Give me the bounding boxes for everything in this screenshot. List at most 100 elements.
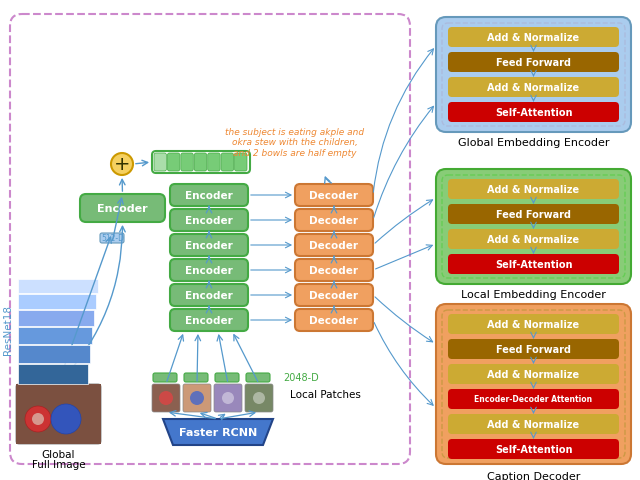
- Text: Add & Normalize: Add & Normalize: [488, 369, 580, 379]
- FancyBboxPatch shape: [448, 229, 619, 250]
- FancyBboxPatch shape: [295, 285, 373, 306]
- FancyBboxPatch shape: [245, 384, 273, 412]
- Text: ResNet18: ResNet18: [3, 304, 13, 354]
- FancyBboxPatch shape: [170, 210, 248, 231]
- FancyBboxPatch shape: [448, 389, 619, 409]
- Text: 512-D: 512-D: [101, 234, 124, 243]
- FancyBboxPatch shape: [170, 235, 248, 256]
- Text: Add & Normalize: Add & Normalize: [488, 185, 580, 194]
- Bar: [18, 294, 96, 309]
- FancyBboxPatch shape: [235, 154, 247, 172]
- Bar: [18, 345, 90, 363]
- FancyBboxPatch shape: [221, 154, 234, 172]
- Circle shape: [159, 391, 173, 405]
- Text: Decoder: Decoder: [310, 216, 358, 226]
- FancyBboxPatch shape: [448, 180, 619, 200]
- FancyBboxPatch shape: [153, 373, 177, 382]
- Text: the subject is eating akple and
okra stew with the children,
and 2 bowls are hal: the subject is eating akple and okra ste…: [225, 128, 365, 157]
- Text: Add & Normalize: Add & Normalize: [488, 33, 580, 43]
- FancyBboxPatch shape: [448, 339, 619, 359]
- Text: Add & Normalize: Add & Normalize: [488, 235, 580, 244]
- Circle shape: [253, 392, 265, 404]
- FancyBboxPatch shape: [183, 384, 211, 412]
- FancyBboxPatch shape: [152, 384, 180, 412]
- Text: Global Embedding Encoder: Global Embedding Encoder: [458, 138, 609, 148]
- Circle shape: [111, 154, 133, 176]
- FancyBboxPatch shape: [295, 185, 373, 206]
- Circle shape: [222, 392, 234, 404]
- FancyBboxPatch shape: [436, 169, 631, 285]
- Text: Encoder: Encoder: [97, 204, 148, 214]
- Circle shape: [25, 406, 51, 432]
- Text: Decoder: Decoder: [310, 290, 358, 300]
- FancyBboxPatch shape: [295, 235, 373, 256]
- Text: Self-Attention: Self-Attention: [495, 260, 572, 269]
- FancyBboxPatch shape: [448, 78, 619, 98]
- Text: Add & Normalize: Add & Normalize: [488, 419, 580, 429]
- FancyBboxPatch shape: [436, 18, 631, 133]
- FancyBboxPatch shape: [436, 304, 631, 464]
- Text: Feed Forward: Feed Forward: [496, 344, 571, 354]
- Text: Encoder: Encoder: [185, 216, 233, 226]
- FancyBboxPatch shape: [448, 103, 619, 123]
- FancyBboxPatch shape: [246, 373, 270, 382]
- Bar: [18, 311, 94, 326]
- Bar: [16, 384, 101, 444]
- FancyBboxPatch shape: [448, 364, 619, 384]
- FancyBboxPatch shape: [214, 384, 242, 412]
- FancyBboxPatch shape: [295, 309, 373, 331]
- Text: Self-Attention: Self-Attention: [495, 108, 572, 118]
- Text: Encoder: Encoder: [185, 191, 233, 201]
- Circle shape: [32, 413, 44, 425]
- Text: Decoder: Decoder: [310, 315, 358, 325]
- FancyBboxPatch shape: [295, 210, 373, 231]
- Text: Decoder: Decoder: [310, 240, 358, 251]
- Text: Encoder-Decoder Attention: Encoder-Decoder Attention: [474, 395, 593, 404]
- Text: Add & Normalize: Add & Normalize: [488, 319, 580, 329]
- Polygon shape: [163, 419, 273, 445]
- Text: +: +: [114, 155, 131, 174]
- FancyBboxPatch shape: [100, 233, 124, 243]
- Text: Caption Decoder: Caption Decoder: [487, 471, 580, 480]
- FancyBboxPatch shape: [170, 260, 248, 281]
- FancyBboxPatch shape: [16, 384, 101, 444]
- Text: Self-Attention: Self-Attention: [495, 444, 572, 454]
- Text: Local Embedding Encoder: Local Embedding Encoder: [461, 289, 606, 300]
- FancyBboxPatch shape: [448, 414, 619, 434]
- Circle shape: [190, 391, 204, 405]
- FancyBboxPatch shape: [181, 154, 193, 172]
- FancyBboxPatch shape: [448, 439, 619, 459]
- Text: Encoder: Encoder: [185, 290, 233, 300]
- Text: Feed Forward: Feed Forward: [496, 210, 571, 219]
- Text: Encoder: Encoder: [185, 240, 233, 251]
- FancyBboxPatch shape: [448, 53, 619, 73]
- FancyBboxPatch shape: [80, 194, 165, 223]
- FancyBboxPatch shape: [195, 154, 207, 172]
- FancyBboxPatch shape: [170, 309, 248, 331]
- Text: Add & Normalize: Add & Normalize: [488, 83, 580, 93]
- FancyBboxPatch shape: [448, 204, 619, 225]
- Text: Faster RCNN: Faster RCNN: [179, 427, 257, 437]
- Text: Feed Forward: Feed Forward: [496, 58, 571, 68]
- FancyBboxPatch shape: [184, 373, 208, 382]
- FancyBboxPatch shape: [448, 314, 619, 334]
- Text: Decoder: Decoder: [310, 191, 358, 201]
- Bar: [18, 327, 92, 344]
- Text: Encoder: Encoder: [185, 315, 233, 325]
- FancyBboxPatch shape: [295, 260, 373, 281]
- Bar: [18, 279, 98, 293]
- FancyBboxPatch shape: [168, 154, 180, 172]
- FancyBboxPatch shape: [208, 154, 220, 172]
- Text: 2048-D: 2048-D: [283, 372, 319, 382]
- FancyBboxPatch shape: [170, 285, 248, 306]
- FancyBboxPatch shape: [448, 28, 619, 48]
- Text: Full Image: Full Image: [32, 459, 85, 469]
- Text: Local Patches: Local Patches: [290, 389, 361, 399]
- FancyBboxPatch shape: [448, 254, 619, 275]
- FancyBboxPatch shape: [215, 373, 239, 382]
- Text: Decoder: Decoder: [310, 265, 358, 276]
- Text: Global: Global: [42, 449, 76, 459]
- Bar: [18, 364, 88, 384]
- Text: Encoder: Encoder: [185, 265, 233, 276]
- Circle shape: [51, 404, 81, 434]
